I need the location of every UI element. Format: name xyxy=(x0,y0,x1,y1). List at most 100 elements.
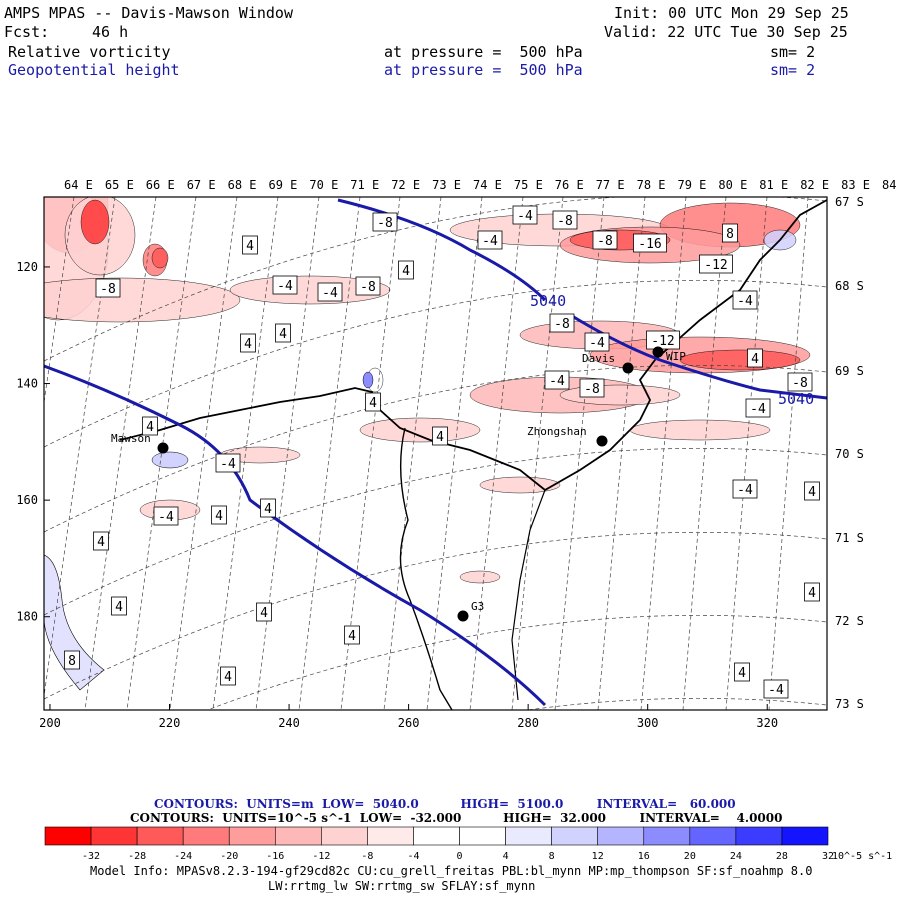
longitude-label: 64 E xyxy=(64,178,93,192)
vorticity-label-box xyxy=(275,323,291,343)
vorticity-label-box xyxy=(240,333,256,353)
vorticity-label-box xyxy=(512,205,538,225)
field2-name: Geopotential height xyxy=(8,61,180,79)
latitude-label: 68 S xyxy=(835,279,864,293)
station-marker xyxy=(622,362,634,374)
vorticity-label: 4 xyxy=(215,509,223,524)
latitude-label: 67 S xyxy=(835,195,864,209)
vorticity-label: 4 xyxy=(115,600,123,615)
longitude-label: 76 E xyxy=(555,178,584,192)
vorticity-label-box xyxy=(242,235,258,255)
meridian-line xyxy=(340,197,401,710)
x-tick-label: 300 xyxy=(637,716,659,730)
height-contour-info: CONTOURS: UNITS=m LOW= 5040.0 HIGH= 5100… xyxy=(154,797,736,811)
colorbar-label: -20 xyxy=(220,851,238,862)
latitude-label: 69 S xyxy=(835,364,864,378)
vorticity-label-box xyxy=(734,662,750,682)
colorbar-label: 16 xyxy=(638,851,650,862)
vorticity-label-box xyxy=(745,398,771,418)
meridian-line xyxy=(126,197,197,710)
meridian-line xyxy=(84,197,157,710)
ice-divide xyxy=(511,489,546,701)
meridian-line xyxy=(426,197,483,710)
colorbar-label: 28 xyxy=(776,851,788,862)
vorticity-label-box xyxy=(215,453,241,473)
colorbar-label: -16 xyxy=(266,851,284,862)
longitude-label: 81 E xyxy=(759,178,788,192)
vorticity-label: -12 xyxy=(704,258,727,273)
vorticity-label: -4 xyxy=(517,209,533,224)
vorticity-label: 4 xyxy=(97,535,105,550)
station-marker xyxy=(652,346,664,358)
vorticity-label-box xyxy=(142,416,158,436)
vorticity-label-box xyxy=(95,278,121,298)
field1-smoothing: sm= 2 xyxy=(770,43,816,61)
vorticity-label-box xyxy=(153,506,179,526)
latitude-label: 73 S xyxy=(835,697,864,711)
vorticity-label: 4 xyxy=(264,502,272,517)
vorticity-label: -4 xyxy=(322,286,338,301)
colorbar-box xyxy=(597,826,645,846)
meridian-line xyxy=(554,197,605,710)
colorbar-label: -24 xyxy=(174,851,192,862)
vorticity-label: -4 xyxy=(549,374,565,389)
model-info-physics: LW:rrtmg_lw SW:rrtmg_sw SFLAY:sf_mynn xyxy=(268,879,536,893)
vorticity-label: 4 xyxy=(808,485,816,500)
colorbar-box xyxy=(228,826,276,846)
colorbar-box xyxy=(44,826,92,846)
vorticity-label-box xyxy=(633,233,667,253)
vorticity-label: 4 xyxy=(738,666,746,681)
colorbar-box xyxy=(182,826,230,846)
vorticity-label: -4 xyxy=(482,234,498,249)
vorticity-label: 4 xyxy=(279,327,287,342)
vorticity-label-box xyxy=(365,392,381,412)
station-label: Mawson xyxy=(111,432,151,445)
vorticity-label: 4 xyxy=(369,396,377,411)
colorbar-box xyxy=(551,826,599,846)
longitude-label: 83 E xyxy=(841,178,870,192)
colorbar-label: -28 xyxy=(128,851,146,862)
longitude-label: 67 E xyxy=(187,178,216,192)
model-info: Model Info: MPASv8.2.3-194-gf29cd82c CU:… xyxy=(90,864,813,878)
vorticity-label: -4 xyxy=(158,510,174,525)
colorbar-label: 24 xyxy=(730,851,742,862)
longitude-label: 77 E xyxy=(596,178,625,192)
vorticity-label: -4 xyxy=(737,483,753,498)
page-title: AMPS MPAS -- Davis-Mawson Window xyxy=(4,4,293,22)
vorticity-label-box xyxy=(747,348,763,368)
station-marker xyxy=(157,442,169,454)
vorticity-label-box xyxy=(732,479,758,499)
station-label: Davis xyxy=(582,352,615,365)
vorticity-label: -4 xyxy=(750,402,766,417)
parallel-line xyxy=(44,279,827,448)
vorticity-label: -8 xyxy=(584,382,600,397)
vorticity-label-box xyxy=(432,426,448,446)
vorticity-label-box xyxy=(64,650,80,670)
meridian-line xyxy=(383,197,442,710)
vorticity-label: 4 xyxy=(224,670,232,685)
meridian-line xyxy=(469,197,524,710)
vorticity-label-box xyxy=(344,625,360,645)
vorticity-label: -4 xyxy=(220,457,236,472)
vorticity-label: -16 xyxy=(638,237,661,252)
vorticity-label-box xyxy=(317,282,343,302)
vorticity-patch xyxy=(44,277,241,323)
positive-vorticity-patch xyxy=(44,554,105,691)
vorticity-label-box xyxy=(732,290,758,310)
vorticity-label: -8 xyxy=(557,214,573,229)
vorticity-patch xyxy=(559,384,681,406)
longitude-label: 66 E xyxy=(146,178,175,192)
field2-level: at pressure = 500 hPa xyxy=(384,61,583,79)
field1-name: Relative vorticity xyxy=(8,43,171,61)
init-time: Init: 00 UTC Mon 29 Sep 25 xyxy=(614,4,849,22)
colorbar-box xyxy=(735,826,783,846)
vorticity-label: 8 xyxy=(68,654,76,669)
longitude-label: 70 E xyxy=(309,178,338,192)
vorticity-label: -8 xyxy=(100,282,116,297)
field1-level: at pressure = 500 hPa xyxy=(384,43,583,61)
vorticity-label: 4 xyxy=(348,629,356,644)
vorticity-label: -8 xyxy=(360,280,376,295)
vorticity-label: -4 xyxy=(277,279,293,294)
vorticity-label: 8 xyxy=(726,227,734,242)
parallel-line xyxy=(44,364,827,533)
